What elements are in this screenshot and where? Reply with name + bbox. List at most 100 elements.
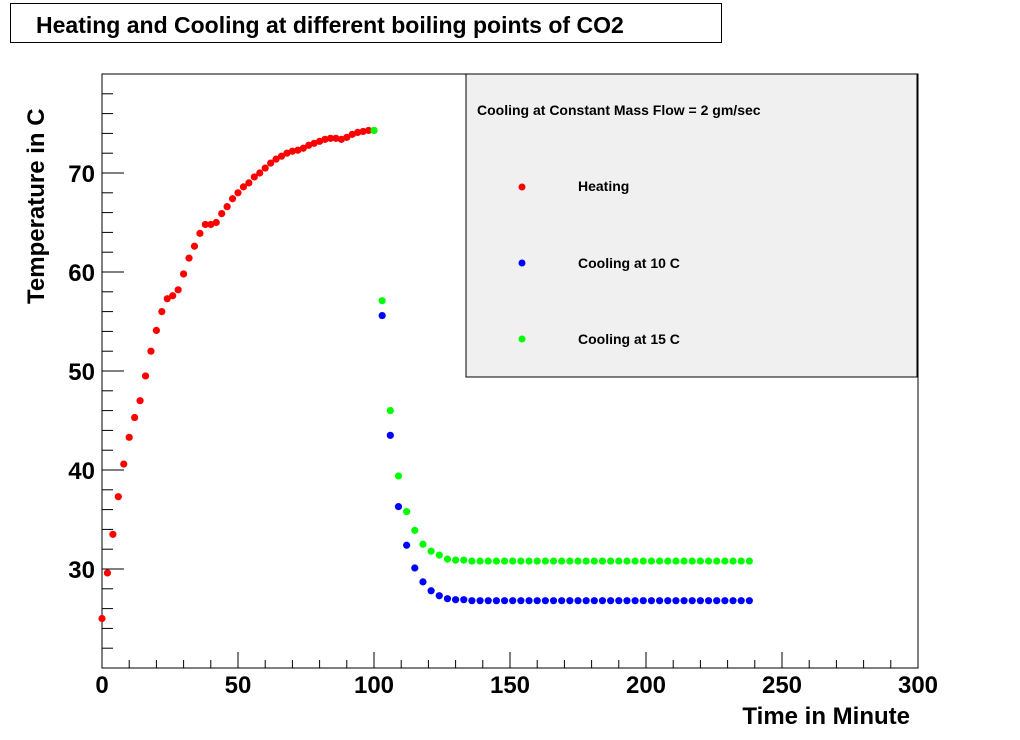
data-point (623, 597, 631, 605)
data-point (174, 286, 182, 294)
data-point (294, 146, 302, 154)
data-point (492, 597, 500, 605)
data-point (574, 597, 582, 605)
data-point (647, 557, 656, 565)
data-point (141, 372, 150, 380)
data-point (745, 597, 753, 605)
data-point (509, 597, 517, 605)
data-point (704, 557, 713, 565)
data-point (411, 564, 419, 572)
data-point (419, 578, 427, 586)
data-point (696, 597, 705, 605)
data-points (98, 126, 753, 623)
data-point (443, 595, 452, 603)
data-point (558, 597, 566, 605)
data-point (664, 557, 672, 565)
data-point (169, 292, 177, 300)
legend-marker-cooling-15 (518, 335, 526, 343)
data-point (207, 220, 215, 229)
data-point (256, 169, 264, 177)
data-point (359, 127, 367, 136)
data-point (370, 126, 378, 135)
data-point (533, 557, 541, 565)
data-point (484, 597, 492, 605)
data-point (688, 557, 696, 565)
data-point (109, 530, 117, 538)
data-point (354, 128, 362, 137)
data-point (452, 556, 460, 564)
data-point (386, 407, 394, 415)
data-point (721, 557, 729, 565)
data-point (403, 507, 411, 516)
data-point (180, 270, 188, 278)
chart-title-box: Heating and Cooling at different boiling… (10, 3, 722, 43)
data-point (310, 139, 318, 147)
axis-ticks (101, 73, 919, 669)
data-point (239, 183, 248, 191)
data-point (394, 503, 403, 511)
data-point (196, 229, 204, 237)
data-point (656, 597, 664, 605)
data-point (386, 431, 394, 439)
data-point (435, 551, 443, 559)
data-point (566, 557, 574, 565)
legend-box (465, 73, 918, 378)
data-point (427, 547, 435, 555)
data-point (533, 597, 541, 605)
legend: Cooling at Constant Mass Flow = 2 gm/sec… (465, 73, 918, 378)
data-point (737, 597, 745, 605)
data-point (316, 137, 324, 145)
data-point (639, 557, 647, 565)
data-point (647, 597, 656, 605)
data-point (326, 134, 335, 142)
data-point (704, 597, 713, 605)
legend-label-cooling-15: Cooling at 15 C (578, 331, 680, 347)
data-point (729, 597, 737, 605)
data-point (468, 597, 476, 605)
data-point (541, 557, 549, 565)
data-point (411, 526, 419, 534)
data-point (476, 557, 484, 565)
data-point (131, 413, 139, 422)
data-point (378, 311, 386, 320)
data-point (525, 597, 533, 605)
legend-label-heating: Heating (578, 178, 629, 194)
data-point (680, 597, 688, 605)
data-point (517, 557, 525, 565)
data-point (163, 295, 171, 303)
data-point (378, 297, 386, 305)
data-point (713, 597, 721, 605)
data-point (615, 597, 623, 605)
data-point (103, 569, 112, 577)
data-point (509, 557, 517, 565)
data-point (672, 557, 680, 565)
data-point (152, 326, 160, 335)
data-point (234, 189, 242, 197)
data-point (185, 254, 193, 262)
data-point (394, 472, 403, 480)
data-point (201, 220, 209, 229)
legend-header: Cooling at Constant Mass Flow = 2 gm/sec (477, 102, 761, 118)
tick-labels: 0 50 100 150 200 250 300 30 40 50 60 70 (68, 161, 938, 699)
data-point (98, 614, 106, 623)
data-point (245, 179, 253, 187)
y-tick-label: 30 (68, 557, 95, 584)
data-point (549, 597, 558, 605)
data-point (525, 557, 533, 565)
data-point (158, 308, 166, 316)
legend-marker-cooling-10 (518, 259, 526, 267)
data-point (737, 557, 745, 565)
data-point (582, 557, 590, 565)
data-point (598, 557, 607, 565)
data-point (228, 195, 237, 203)
data-point (343, 133, 351, 141)
data-point (114, 493, 122, 501)
data-point (484, 557, 492, 565)
data-point (460, 596, 468, 604)
data-point (574, 557, 582, 565)
data-point (190, 242, 199, 250)
data-point (147, 347, 155, 355)
y-axis-title: Temperature in C (23, 108, 50, 304)
data-point (500, 597, 509, 605)
data-point (696, 557, 705, 565)
